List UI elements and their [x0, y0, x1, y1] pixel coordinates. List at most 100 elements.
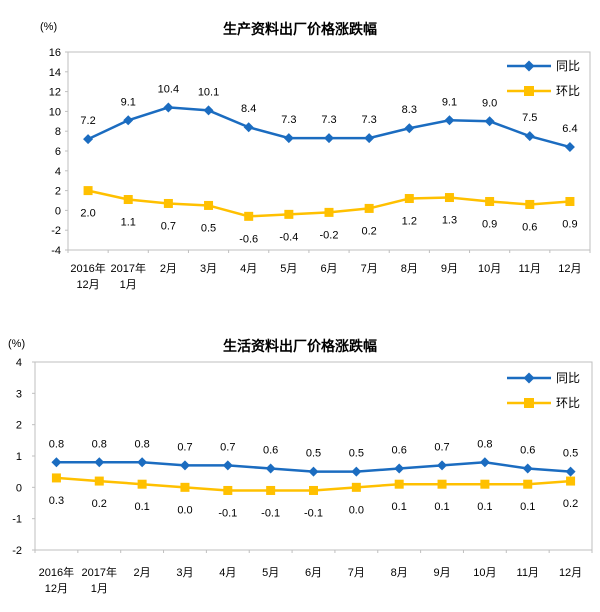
x-axis-category-label: 10月 — [478, 263, 501, 275]
data-point-label: 0.1 — [477, 501, 492, 513]
y-axis-tick-label: 6 — [55, 146, 61, 158]
data-point-label: 1.2 — [402, 216, 417, 228]
legend-marker — [523, 372, 535, 384]
data-point-marker — [480, 479, 490, 489]
x-axis-category-label: 1月 — [120, 279, 137, 291]
data-point-label: 0.6 — [522, 221, 537, 233]
data-point-label: 2.0 — [80, 208, 95, 220]
data-point-marker — [308, 466, 319, 477]
y-axis-unit-label: (%) — [40, 21, 57, 33]
data-point-marker — [437, 460, 448, 471]
plot-area: 4 3 2 1 0 -1 -2 2016年 12月 2017年 1月 2月 3月 4月 5月 6月 7月 8月 9月… — [12, 357, 593, 595]
data-point-label: 7.3 — [362, 114, 377, 126]
x-axis-category-label: 7月 — [348, 567, 365, 579]
data-point-label: 0.7 — [220, 441, 235, 453]
data-point-label: 0.2 — [362, 225, 377, 237]
data-point-label: 0.7 — [161, 220, 176, 232]
y-axis-tick-label: -2 — [12, 545, 22, 557]
data-point-label: 0.8 — [134, 438, 149, 450]
y-axis-tick-label: 2 — [55, 186, 61, 198]
data-point-label: 0.8 — [477, 438, 492, 450]
legend-item: 环比 — [507, 84, 580, 98]
x-axis-category-label: 2017年 — [82, 565, 117, 579]
producer-price-chart: (%) 生产资料出厂价格涨跌幅 16 14 12 10 8 6 4 2 0 -2 -4 2016年 12… — [40, 21, 591, 291]
y-axis-tick-label: 1 — [16, 451, 22, 463]
data-point-label: 7.5 — [522, 112, 537, 124]
y-axis-tick-label: 12 — [49, 87, 61, 99]
data-point-label: 0.9 — [562, 218, 577, 230]
x-axis-category-label: 9月 — [433, 567, 450, 579]
data-point-label: 0.2 — [92, 498, 107, 510]
data-point-label: -0.6 — [239, 233, 258, 245]
data-point-marker — [404, 123, 415, 134]
chart-title: 生产资料出厂价格涨跌幅 — [223, 21, 377, 37]
plot-area: 16 14 12 10 8 6 4 2 0 -2 -4 2016年 12月 2017年 1月 2月 3月 4月 5月… — [49, 47, 591, 291]
data-point-label: 8.4 — [241, 103, 256, 115]
producer-price-chart-canvas: (%) 生产资料出厂价格涨跌幅 16 14 12 10 8 6 4 2 0 -2 -4 2016年 12… — [40, 21, 591, 291]
legend-item: 同比 — [507, 371, 580, 385]
legend-item: 环比 — [507, 396, 580, 410]
chart-title: 生活资料出厂价格涨跌幅 — [223, 338, 377, 354]
data-point-marker — [179, 460, 190, 471]
data-point-label: 0.1 — [520, 501, 535, 513]
plot-border — [67, 51, 591, 251]
data-point-label: 7.2 — [80, 115, 95, 127]
data-point-marker — [324, 133, 334, 144]
data-point-label: 0.6 — [392, 445, 407, 457]
data-point-marker — [484, 116, 495, 127]
data-point-label: 6.4 — [562, 123, 577, 135]
y-axis-tick-label: 0 — [55, 205, 61, 217]
data-point-label: 0.6 — [520, 445, 535, 457]
data-point-marker — [566, 476, 576, 486]
data-point-label: 0.5 — [349, 448, 364, 460]
data-point-marker — [485, 196, 495, 206]
data-point-marker — [83, 134, 94, 145]
data-point-marker — [203, 105, 214, 116]
x-axis-category-label: 2月 — [134, 567, 151, 579]
data-point-label: 0.9 — [482, 218, 497, 230]
x-axis-category-label: 2016年 — [70, 261, 105, 275]
data-point-label: 0.8 — [49, 438, 64, 450]
data-point-label: 0.5 — [306, 448, 321, 460]
data-point-marker — [309, 485, 318, 495]
data-point-marker — [265, 463, 276, 474]
data-point-marker — [525, 199, 535, 209]
x-axis-category-label: 9月 — [441, 263, 458, 275]
data-point-label: 9.1 — [442, 96, 457, 108]
data-point-label: 9.1 — [121, 96, 136, 108]
legend-marker — [524, 398, 534, 408]
legend-label: 环比 — [556, 396, 580, 410]
data-point-marker — [564, 142, 575, 153]
data-point-label: 0.5 — [563, 448, 578, 460]
data-point-label: 7.3 — [281, 114, 296, 126]
data-point-marker — [123, 195, 133, 205]
data-point-label: 9.0 — [482, 97, 497, 109]
y-axis-unit-label: (%) — [8, 338, 25, 350]
data-point-label: 10.4 — [158, 83, 179, 95]
x-axis-category-label: 2016年 — [39, 565, 74, 579]
data-point-marker — [94, 476, 104, 486]
data-point-marker — [479, 457, 490, 468]
x-axis-category-label: 8月 — [401, 263, 418, 275]
x-axis-category-label: 10月 — [473, 567, 496, 579]
data-point-label: 0.7 — [177, 441, 192, 453]
data-point-marker — [51, 457, 62, 468]
legend-label: 同比 — [556, 371, 580, 385]
x-axis-category-label: 11月 — [519, 263, 541, 275]
data-point-label: 0.2 — [563, 498, 578, 510]
y-axis-tick-label: 0 — [16, 482, 22, 494]
data-point-marker — [94, 457, 105, 468]
data-point-label: 10.1 — [198, 86, 219, 98]
data-point-marker — [351, 466, 362, 477]
data-point-marker — [364, 203, 374, 213]
data-point-label: 0.1 — [434, 501, 449, 513]
consumer-price-chart-canvas: (%) 生活资料出厂价格涨跌幅 4 3 2 1 0 -1 -2 2016年 12月 2017年 1月… — [8, 338, 593, 595]
data-point-label: 7.3 — [321, 114, 336, 126]
data-point-marker — [351, 482, 361, 492]
y-axis-tick-label: -2 — [51, 225, 61, 237]
data-point-label: -0.1 — [261, 507, 280, 519]
x-axis-category-label: 5月 — [262, 567, 279, 579]
x-axis-category-label: 12月 — [76, 279, 99, 291]
data-point-label: -0.1 — [304, 507, 323, 519]
